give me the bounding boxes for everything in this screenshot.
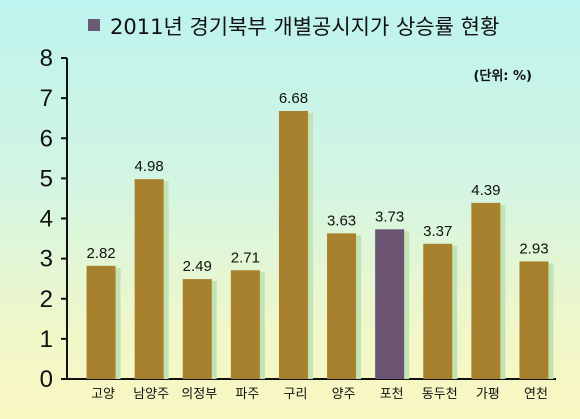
x-ticks: 고양 남양주 의정부 파주 구리 양주 포천 동두천 가평 연천 <box>91 387 548 402</box>
value-label: 3.73 <box>375 208 404 225</box>
value-label: 4.39 <box>471 182 500 199</box>
value-label: 2.82 <box>86 245 115 262</box>
title-marker <box>88 19 100 31</box>
bar <box>86 265 116 379</box>
value-label: 2.93 <box>519 240 548 257</box>
y-tick-label: 3 <box>40 246 53 273</box>
y-tick-label: 8 <box>40 45 53 72</box>
bar <box>230 270 260 379</box>
value-label: 2.71 <box>231 249 260 266</box>
bar <box>278 110 308 379</box>
bars <box>86 110 554 379</box>
bar <box>134 179 164 379</box>
y-ticks: 0 1 2 3 4 5 6 7 8 <box>40 45 67 393</box>
y-tick-label: 6 <box>40 125 53 152</box>
bar <box>327 233 357 379</box>
bar <box>375 229 405 379</box>
x-tick-label: 동두천 <box>422 387 458 402</box>
x-tick-label: 연천 <box>524 387 548 402</box>
bar <box>519 261 549 379</box>
x-tick-label: 의정부 <box>181 387 217 402</box>
value-label: 6.68 <box>279 90 308 107</box>
value-label: 2.49 <box>183 258 212 275</box>
x-tick-label: 포천 <box>380 387 404 402</box>
value-label: 3.63 <box>327 212 356 229</box>
chart-title: 2011년 경기북부 개별공시지가 상승률 현황 <box>110 15 499 39</box>
bar <box>423 243 453 379</box>
y-tick-label: 5 <box>40 165 53 192</box>
x-tick-label: 가평 <box>476 387 500 402</box>
y-tick-label: 4 <box>40 206 53 233</box>
value-labels: 2.82 4.98 2.49 2.71 6.68 3.63 3.73 3.37 4.39 2.93 <box>86 90 548 275</box>
value-label: 3.37 <box>423 223 452 240</box>
y-tick-label: 0 <box>40 366 53 393</box>
bar <box>182 279 212 379</box>
y-tick-label: 7 <box>40 85 53 112</box>
bar <box>471 202 501 379</box>
x-tick-label: 남양주 <box>133 387 169 402</box>
unit-label: (단위: %) <box>473 68 532 84</box>
x-tick-label: 파주 <box>235 387 259 402</box>
x-tick-label: 양주 <box>332 387 356 402</box>
y-tick-label: 2 <box>40 286 53 313</box>
x-tick-label: 구리 <box>283 387 307 402</box>
y-tick-label: 1 <box>40 326 53 353</box>
x-tick-label: 고양 <box>91 387 115 402</box>
value-label: 4.98 <box>135 158 164 175</box>
